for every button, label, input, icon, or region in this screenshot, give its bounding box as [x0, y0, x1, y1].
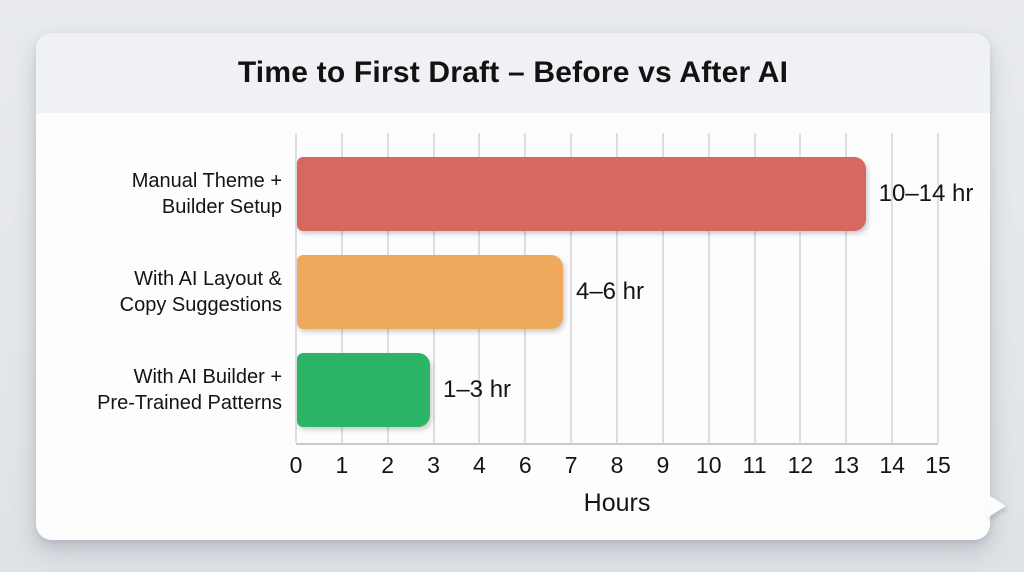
x-tick-label: 15 [925, 452, 951, 478]
bar [297, 353, 430, 427]
x-tick-label: 12 [787, 452, 814, 478]
x-tick-label: 7 [564, 452, 578, 478]
category-label-line: Copy Suggestions [119, 294, 282, 316]
gridline [937, 133, 939, 443]
bar-value-label: 10–14 hr [878, 180, 974, 207]
category-label-line: With AI Builder + [133, 366, 282, 388]
x-tick-label: 9 [656, 452, 670, 478]
gridline [845, 133, 848, 443]
category-label-line: Builder Setup [161, 196, 282, 218]
gridline [753, 133, 756, 443]
card-header: Time to First Draft – Before vs After AI [36, 33, 990, 113]
x-tick-label: 3 [427, 452, 440, 478]
x-tick-label: 2 [381, 452, 395, 478]
x-tick-label: 0 [289, 452, 303, 478]
card-corner-tail-icon [987, 494, 1006, 518]
bar-category-label: With AI Layout & Copy Suggestions [32, 266, 282, 318]
bar-category-label: Manual Theme + Builder Setup [32, 168, 282, 220]
bar-value-label: 4–6 hr [575, 278, 645, 305]
gridline [891, 133, 894, 443]
gridline [616, 133, 618, 443]
gridline [295, 133, 297, 443]
chart-title: Time to First Draft – Before vs After AI [237, 56, 789, 89]
x-tick-label: 13 [833, 452, 860, 478]
x-tick-label: 10 [695, 452, 722, 478]
x-tick-label: 1 [335, 452, 349, 478]
bar [297, 157, 866, 231]
gridline [570, 133, 573, 443]
gridline [799, 133, 802, 443]
x-tick-label: 11 [742, 452, 767, 478]
category-label-line: With AI Layout & [134, 268, 282, 290]
x-tick-label: 14 [879, 452, 905, 478]
gridline [661, 133, 664, 443]
x-tick-label: 6 [518, 452, 532, 478]
x-axis-title: Hours [583, 489, 651, 517]
bar-value-label: 1–3 hr [442, 376, 512, 403]
bar [297, 255, 563, 329]
chart-card: Time to First Draft – Before vs After AI… [36, 33, 1006, 540]
category-label-line: Manual Theme + [131, 170, 282, 192]
gridline [707, 133, 710, 443]
bar-category-label: With AI Builder + Pre-Trained Patterns [32, 364, 282, 416]
x-tick-label: 8 [610, 452, 624, 478]
bar-chart: 0 1 2 3 4 6 7 8 9 10 11 12 13 14 15 10–14 hr Manual Them… [36, 113, 990, 540]
x-tick-label: 4 [473, 452, 486, 478]
category-label-line: Pre-Trained Patterns [97, 392, 282, 414]
